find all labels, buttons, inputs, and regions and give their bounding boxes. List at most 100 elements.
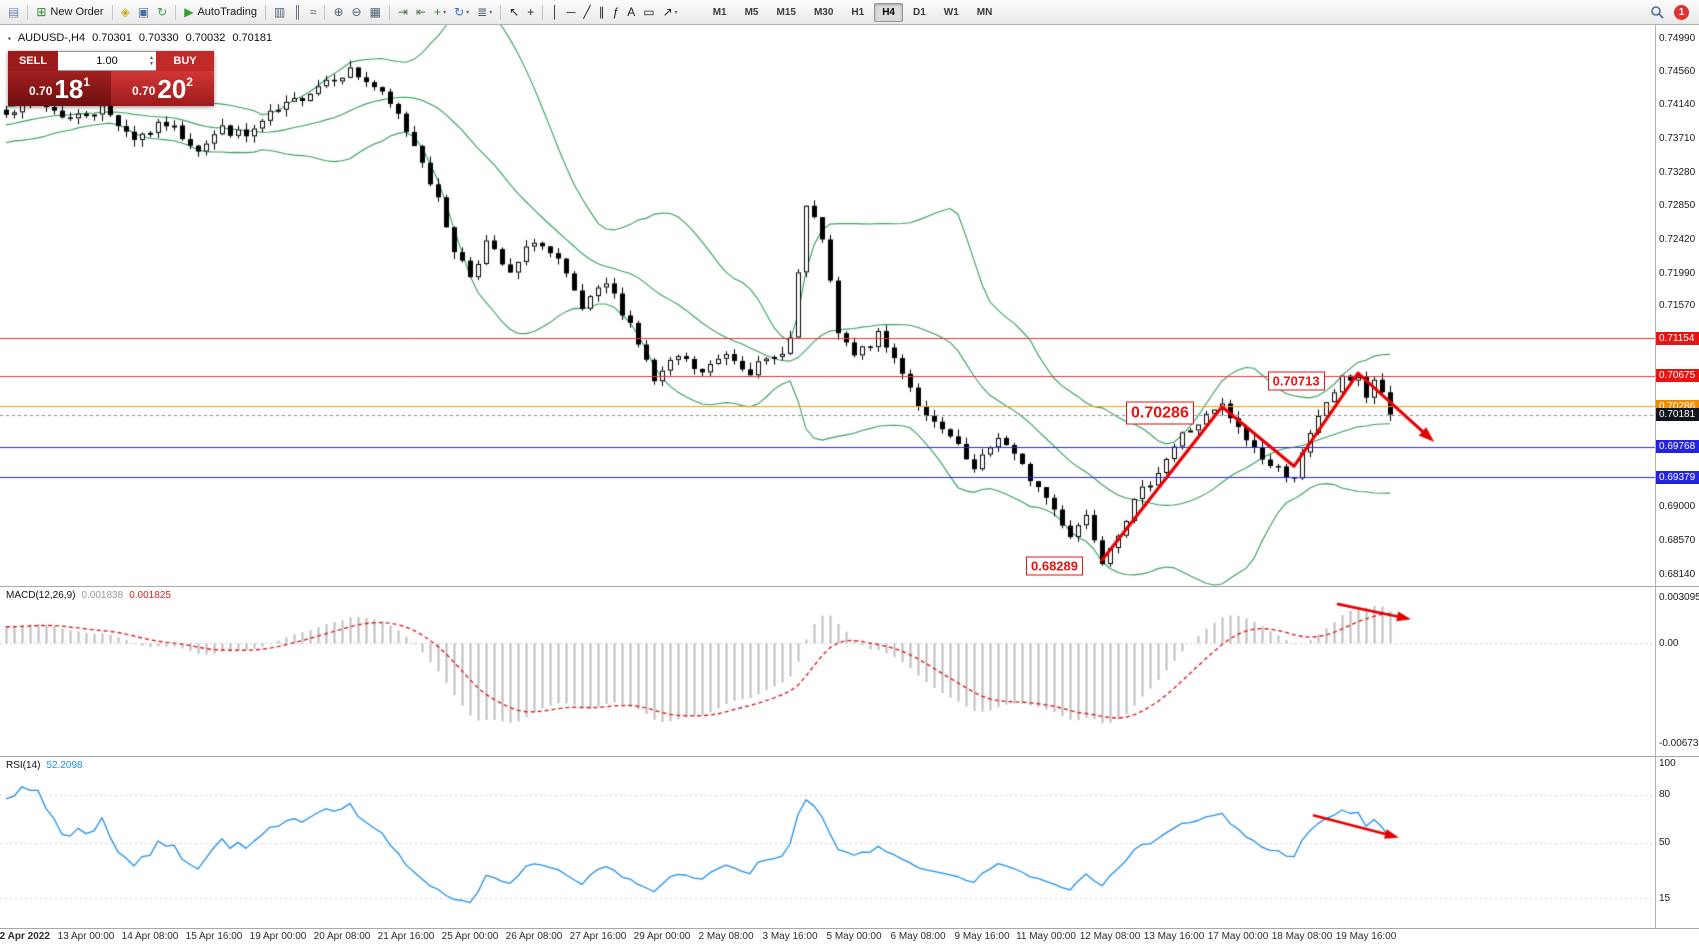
time-label: 19 Apr 00:00 [249, 931, 307, 942]
price-tick: 0.71990 [1659, 267, 1696, 279]
macd-tick: -0.006731 [1659, 737, 1699, 749]
time-label: 13 Apr 00:00 [57, 931, 115, 942]
price-axis[interactable]: 0.74990 0.74560 0.74140 0.73710 0.73280 0.728… [1655, 25, 1699, 586]
time-axis[interactable]: 12 Apr 2022 13 Apr 00:00 14 Apr 08:00 15 Ap… [0, 929, 1655, 945]
time-label: 6 May 08:00 [890, 931, 946, 942]
price-tick: 0.73710 [1659, 132, 1696, 144]
autotrading-button[interactable]: ▶ AutoTrading [184, 5, 257, 19]
timeframe-m30[interactable]: M30 [813, 6, 834, 18]
ohlc-open: 0.70301 [92, 32, 132, 44]
virtual-hosting-icon[interactable]: ↻ [157, 5, 168, 19]
rsi-axis[interactable]: 100 80 50 15 [1655, 757, 1699, 928]
new-order-button[interactable]: ⊞ New Order [36, 5, 104, 19]
toolbar-separator [111, 4, 113, 20]
price-chart-canvas[interactable] [0, 25, 1655, 586]
cursor-icon[interactable]: ↖ [509, 5, 520, 19]
volume-down-icon[interactable]: ▼ [149, 61, 154, 67]
rsi-name: RSI(14) [6, 760, 41, 771]
macd-tick: 0.003095 [1659, 592, 1699, 604]
market-icon[interactable]: ▣ [137, 5, 150, 19]
indicators-add-icon[interactable]: + ▾ [434, 5, 447, 19]
chart-shift-icon[interactable]: ⇤ [415, 5, 427, 19]
ohlc-low: 0.70032 [185, 32, 226, 44]
sell-button[interactable]: SELL [8, 51, 58, 71]
volume-input[interactable]: 1.00 ▲ ▼ [58, 51, 156, 71]
chart-window-icon[interactable]: ▤ [8, 5, 20, 19]
toolbar-separator [388, 4, 390, 20]
time-label: 9 May 16:00 [954, 931, 1010, 942]
line-chart-icon[interactable]: ≈ [309, 5, 317, 19]
time-label: 18 May 08:00 [1271, 931, 1333, 942]
timeframe-h4[interactable]: H4 [874, 2, 903, 22]
time-label: 17 May 00:00 [1207, 931, 1269, 942]
bar-chart-icon[interactable]: ▥ [274, 5, 286, 19]
time-label: 27 Apr 16:00 [569, 931, 627, 942]
timeframe-m5[interactable]: M5 [744, 6, 759, 18]
timeframe-d1[interactable]: D1 [913, 6, 926, 18]
chart-settings-icon[interactable]: ≣ ▾ [477, 5, 493, 19]
time-label: 12 Apr 2022 [0, 931, 50, 942]
text-icon[interactable]: A [627, 5, 636, 19]
time-label: 15 Apr 16:00 [185, 931, 243, 942]
candlestick-chart-icon[interactable]: ║ [293, 5, 302, 19]
search-icon[interactable] [1650, 5, 1664, 19]
macd-signal-value: 0.001825 [129, 590, 171, 601]
vertical-line-icon[interactable]: │ [551, 5, 559, 19]
price-tag-0.70181: 0.70181 [1656, 408, 1699, 422]
timeframe-h1[interactable]: H1 [851, 6, 865, 18]
time-label: 5 May 00:00 [826, 931, 882, 942]
price-annotation-0.68289[interactable]: 0.68289 [1026, 556, 1083, 576]
timeframe-m15[interactable]: M15 [776, 6, 796, 18]
rsi-tick: 100 [1659, 757, 1676, 769]
time-label: 20 Apr 08:00 [313, 931, 371, 942]
horizontal-line-icon[interactable]: ─ [566, 5, 576, 19]
rsi-canvas[interactable] [0, 757, 1655, 928]
crosshair-icon[interactable]: + [527, 5, 535, 19]
timeframe-w1[interactable]: W1 [943, 6, 959, 18]
price-tag-0.70675: 0.70675 [1656, 369, 1699, 383]
price-tick: 0.68140 [1659, 568, 1696, 580]
timeframe-mn[interactable]: MN [976, 6, 993, 18]
timeframe-toolbar: M1 M5 M15 M30 H1 H4 D1 W1 MN [704, 2, 1002, 22]
timeframe-m1[interactable]: M1 [712, 6, 727, 18]
buy-price-sup: 2 [186, 75, 193, 89]
price-tick: 0.72420 [1659, 233, 1696, 245]
toolbar-separator [542, 4, 544, 20]
buy-price-button[interactable]: 0.70 20 2 [111, 71, 214, 106]
shapes-icon[interactable]: ↗ ▾ [662, 5, 678, 19]
sell-price-big: 18 [54, 73, 84, 104]
tile-windows-icon[interactable]: ▦ [369, 5, 381, 19]
channel-icon[interactable]: ∥ [598, 5, 605, 19]
chart-symbol-icon: ▪ [8, 33, 11, 43]
price-annotation-0.70713[interactable]: 0.70713 [1267, 371, 1325, 391]
symbol-period: AUDUSD-,H4 [17, 32, 86, 44]
volume-spinner: ▲ ▼ [149, 52, 154, 70]
macd-axis[interactable]: 0.003095 0.00 -0.006731 [1655, 587, 1699, 756]
buy-price-prefix: 0.70 [132, 83, 156, 98]
ohlc-high: 0.70330 [138, 32, 179, 44]
auto-scroll-icon[interactable]: ⇥ [397, 5, 408, 19]
price-annotation-0.70286[interactable]: 0.70286 [1126, 401, 1194, 425]
period-refresh-icon[interactable]: ↻ ▾ [454, 5, 470, 19]
main-chart-panel: ▪ AUDUSD-,H4 0.70301 0.70330 0.70032 0.7… [0, 25, 1699, 587]
time-label: 29 Apr 00:00 [633, 931, 691, 942]
volume-up-icon[interactable]: ▲ [149, 55, 154, 61]
price-tag-0.71154: 0.71154 [1656, 331, 1699, 345]
price-tick: 0.74560 [1659, 66, 1696, 78]
time-label: 19 May 16:00 [1335, 931, 1397, 942]
zoom-out-icon[interactable]: ⊖ [351, 5, 362, 19]
fibonacci-icon[interactable]: ƒ [612, 5, 620, 19]
time-label: 14 Apr 08:00 [121, 931, 179, 942]
label-icon[interactable]: ▭ [643, 5, 655, 19]
metaeditor-icon[interactable]: ◈ [120, 5, 130, 19]
buy-button[interactable]: BUY [156, 51, 214, 71]
notification-badge[interactable]: 1 [1674, 4, 1689, 20]
sell-price-sup: 1 [83, 75, 90, 89]
sell-price-button[interactable]: 0.70 18 1 [8, 71, 111, 106]
trendline-icon[interactable]: ╱ [583, 5, 591, 19]
macd-canvas[interactable] [0, 587, 1655, 756]
toolbar-right: 1 [1650, 4, 1695, 20]
zoom-in-icon[interactable]: ⊕ [333, 5, 344, 19]
macd-panel: MACD(12,26,9) 0.001838 0.001825 0.003095 0.… [0, 587, 1699, 757]
